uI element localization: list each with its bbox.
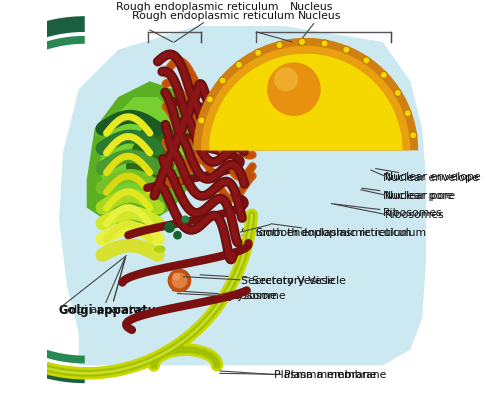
Circle shape bbox=[298, 39, 306, 45]
Polygon shape bbox=[86, 81, 205, 227]
Circle shape bbox=[274, 67, 298, 91]
Text: Golgi apparatus: Golgi apparatus bbox=[59, 258, 146, 315]
Circle shape bbox=[206, 96, 214, 103]
Circle shape bbox=[236, 61, 242, 68]
Text: Lysosome: Lysosome bbox=[224, 291, 278, 301]
Text: Nucleus: Nucleus bbox=[290, 2, 334, 12]
Text: Ribosomes: Ribosomes bbox=[334, 204, 442, 218]
Circle shape bbox=[172, 273, 180, 281]
Circle shape bbox=[182, 216, 190, 224]
Polygon shape bbox=[201, 46, 410, 150]
Circle shape bbox=[321, 40, 328, 47]
Polygon shape bbox=[194, 38, 418, 150]
Circle shape bbox=[276, 42, 283, 48]
Text: Plasma membrane: Plasma membrane bbox=[220, 370, 386, 380]
Text: Plasma membrane: Plasma membrane bbox=[274, 370, 376, 380]
Polygon shape bbox=[209, 54, 402, 150]
Text: Ribosomes: Ribosomes bbox=[385, 210, 445, 220]
Circle shape bbox=[168, 269, 192, 293]
Circle shape bbox=[173, 231, 182, 239]
Polygon shape bbox=[98, 97, 186, 200]
Text: Rough endoplasmic reticulum: Rough endoplasmic reticulum bbox=[132, 11, 294, 42]
Circle shape bbox=[343, 46, 350, 53]
Text: Nuclear envelope: Nuclear envelope bbox=[376, 169, 478, 183]
Ellipse shape bbox=[154, 245, 166, 252]
Text: Nuclear envelope: Nuclear envelope bbox=[385, 172, 481, 182]
Polygon shape bbox=[126, 121, 182, 184]
Text: Rough endoplasmic reticulum: Rough endoplasmic reticulum bbox=[116, 2, 279, 12]
Circle shape bbox=[219, 77, 226, 84]
Circle shape bbox=[198, 117, 205, 124]
Text: Golgi apparatus: Golgi apparatus bbox=[59, 258, 163, 317]
Circle shape bbox=[164, 222, 175, 233]
Polygon shape bbox=[0, 16, 85, 383]
Circle shape bbox=[394, 89, 402, 96]
Text: Secretory Vesicle: Secretory Vesicle bbox=[200, 275, 346, 285]
Text: Lysosome: Lysosome bbox=[172, 291, 286, 301]
Polygon shape bbox=[59, 26, 426, 365]
Text: Nucleus: Nucleus bbox=[298, 11, 341, 42]
Circle shape bbox=[404, 110, 411, 117]
Polygon shape bbox=[0, 36, 85, 364]
Circle shape bbox=[410, 132, 417, 139]
Circle shape bbox=[363, 57, 370, 64]
Text: Secretory Vesicle: Secretory Vesicle bbox=[240, 276, 334, 285]
Text: Nuclear pore: Nuclear pore bbox=[385, 191, 456, 201]
Circle shape bbox=[267, 62, 321, 116]
Text: Nuclear pore: Nuclear pore bbox=[362, 188, 453, 201]
Text: Smooth endoplasmic reticulum: Smooth endoplasmic reticulum bbox=[240, 228, 411, 238]
Text: Smooth endoplasmic reticulum: Smooth endoplasmic reticulum bbox=[256, 224, 426, 238]
Circle shape bbox=[380, 71, 388, 79]
Circle shape bbox=[254, 49, 262, 56]
Circle shape bbox=[172, 273, 188, 289]
